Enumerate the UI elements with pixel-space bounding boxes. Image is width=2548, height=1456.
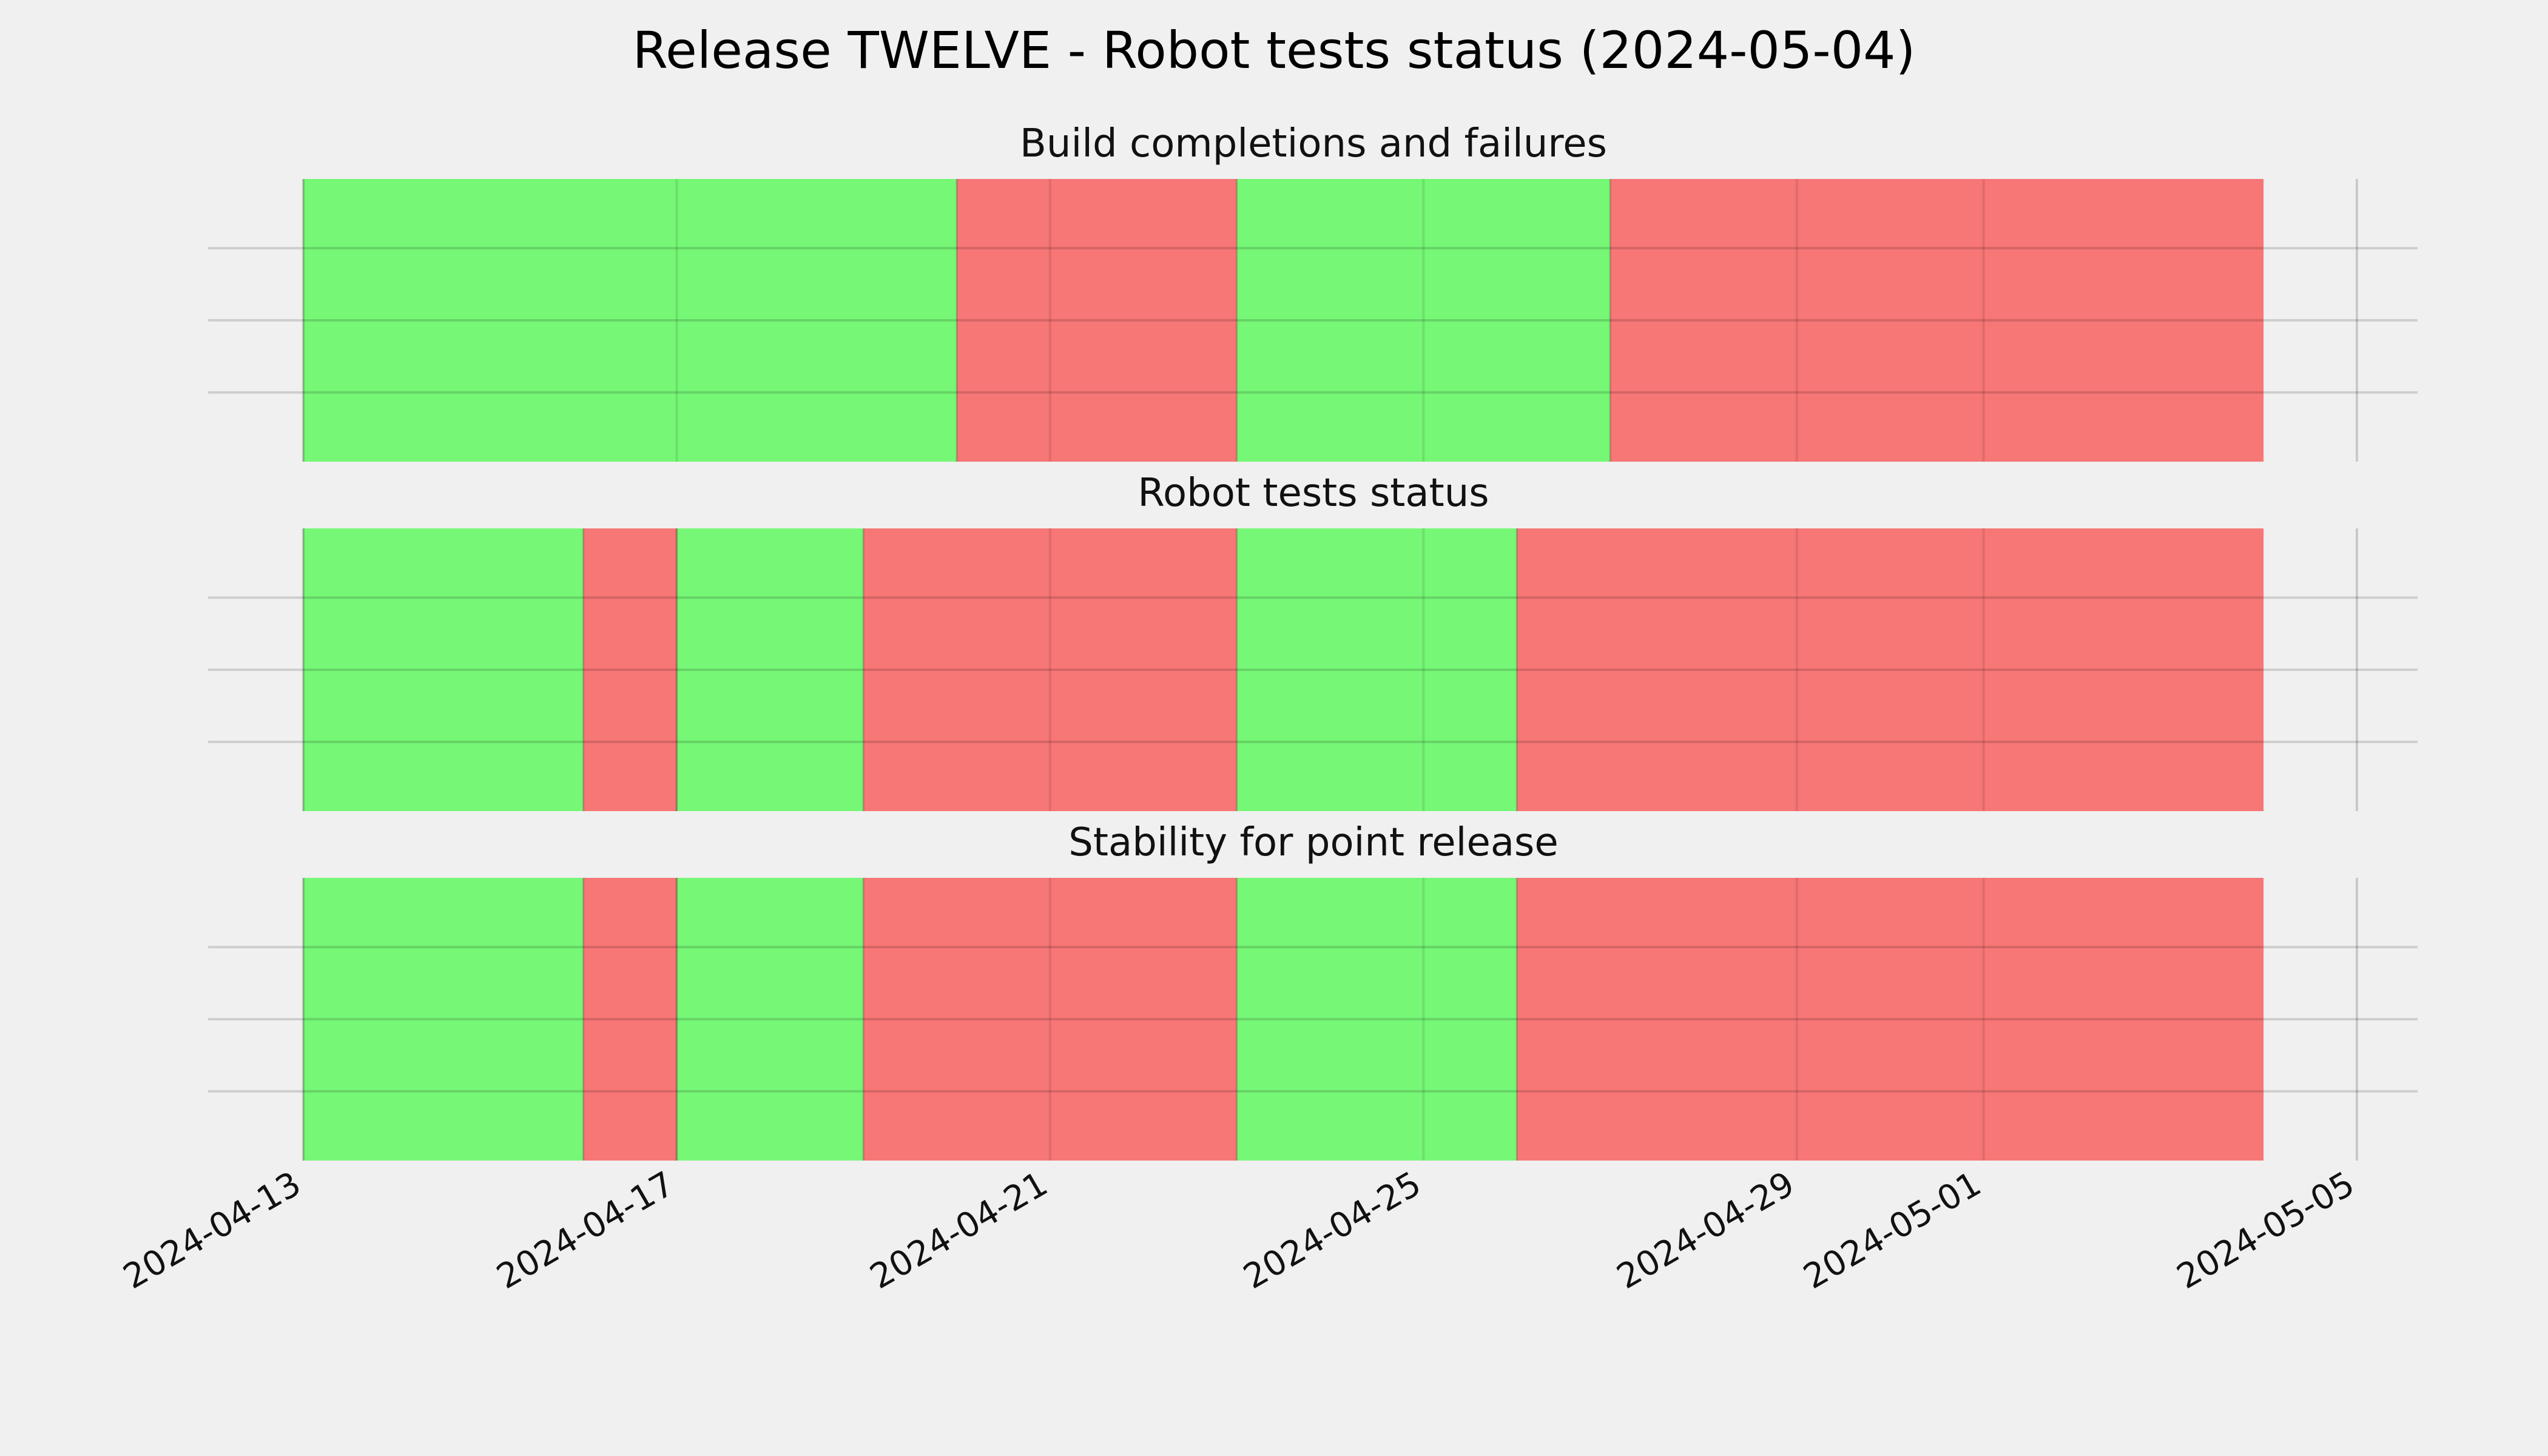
- status-segment-pass: [303, 528, 584, 811]
- panel: Build completions and failures: [208, 121, 2418, 462]
- status-segment-fail: [957, 179, 1237, 462]
- status-segment-fail: [1517, 878, 2264, 1161]
- x-tick-label: 2024-04-13: [117, 1164, 308, 1297]
- status-segment-fail: [583, 528, 677, 811]
- status-segment-pass: [303, 878, 584, 1161]
- status-segment-fail: [863, 528, 1237, 811]
- status-segment-pass: [676, 878, 864, 1161]
- status-segment-pass: [676, 528, 864, 811]
- panel: Stability for point release: [208, 820, 2418, 1161]
- x-tick-label: 2024-04-25: [1237, 1164, 1427, 1297]
- status-segment-pass: [303, 179, 957, 462]
- x-tick-label: 2024-04-29: [1610, 1164, 1801, 1297]
- chart-panels: Build completions and failures Robot test…: [208, 121, 2418, 1161]
- x-tick-label: 2024-04-21: [864, 1164, 1054, 1297]
- status-segment-pass: [1236, 878, 1517, 1161]
- panel-title: Robot tests status: [1138, 471, 1489, 516]
- chart-title: Release TWELVE - Robot tests status (202…: [633, 21, 1916, 80]
- status-segment-fail: [863, 878, 1237, 1161]
- status-segment-fail: [1517, 528, 2264, 811]
- status-segment-fail: [1610, 179, 2264, 462]
- x-tick-label: 2024-05-01: [1797, 1164, 1987, 1297]
- panel-title: Build completions and failures: [1020, 121, 1607, 166]
- x-tick-label: 2024-05-05: [2171, 1164, 2361, 1297]
- panel-title: Stability for point release: [1068, 820, 1559, 865]
- x-axis: 2024-04-13 2024-04-17 2024-04-21 2024-04-25…: [117, 1164, 2361, 1297]
- x-tick-label: 2024-04-17: [490, 1164, 681, 1297]
- status-segment-pass: [1236, 179, 1611, 462]
- status-segment-pass: [1236, 528, 1517, 811]
- panel: Robot tests status: [208, 471, 2418, 811]
- status-segment-fail: [583, 878, 677, 1161]
